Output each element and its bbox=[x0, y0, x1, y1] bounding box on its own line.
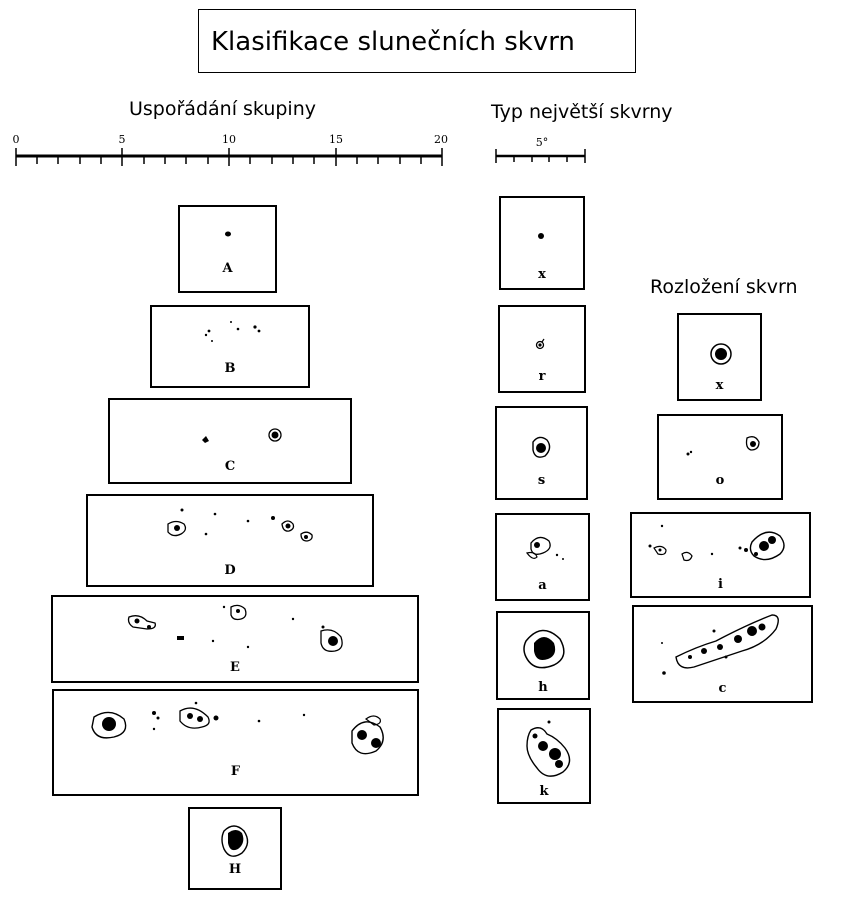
spot-type-r: r bbox=[498, 305, 586, 393]
group-class-label: C bbox=[224, 459, 236, 474]
spot-type-label: s bbox=[537, 473, 546, 488]
spot-type-a: a bbox=[495, 513, 590, 601]
distribution-label: x bbox=[715, 378, 724, 393]
distribution-i: i bbox=[630, 512, 811, 598]
group-class-a: A bbox=[178, 205, 277, 293]
spot-scale-label: 5° bbox=[535, 136, 549, 149]
distribution-c-spots bbox=[661, 614, 779, 675]
group-class-label: D bbox=[224, 563, 236, 578]
distribution-label: c bbox=[718, 681, 727, 696]
spot-k-shape bbox=[526, 720, 571, 777]
heading-group-arrangement: Uspořádání skupiny bbox=[129, 98, 316, 120]
group-class-label: B bbox=[224, 361, 236, 376]
scale-tick-20: 20 bbox=[434, 133, 448, 146]
spot-type-label: k bbox=[539, 784, 549, 799]
group-class-label: E bbox=[230, 660, 240, 675]
title-box: Klasifikace slunečních skvrn bbox=[198, 9, 636, 73]
scale-tick-0: 0 bbox=[12, 133, 20, 146]
spot-h-shape bbox=[523, 629, 565, 669]
group-class-b: B bbox=[150, 305, 310, 388]
group-d-spots bbox=[167, 508, 313, 542]
group-scale-ruler bbox=[15, 148, 443, 166]
scale-tick-15: 15 bbox=[329, 133, 343, 146]
scale-tick-5: 5 bbox=[118, 133, 126, 146]
scale-tick-10: 10 bbox=[222, 133, 236, 146]
page-title: Klasifikace slunečních skvrn bbox=[211, 27, 575, 57]
distribution-x-spots bbox=[710, 343, 732, 365]
spot-s-shape bbox=[532, 436, 551, 458]
group-class-f: F bbox=[52, 689, 419, 796]
group-class-h: H bbox=[188, 807, 282, 890]
group-class-label: H bbox=[228, 862, 242, 877]
group-h-spots bbox=[221, 825, 249, 857]
heading-spot-distribution: Rozložení skvrn bbox=[650, 276, 798, 298]
distribution-x: x bbox=[677, 313, 762, 401]
spot-type-h: h bbox=[496, 611, 590, 700]
distribution-o-spots bbox=[686, 436, 760, 456]
group-class-label: F bbox=[230, 764, 241, 779]
group-e-spots bbox=[127, 604, 343, 652]
group-a-spots bbox=[225, 231, 231, 237]
group-class-d: D bbox=[86, 494, 374, 587]
distribution-o: o bbox=[657, 414, 783, 500]
spot-r-shape bbox=[535, 338, 545, 350]
spot-a-shape bbox=[525, 536, 564, 560]
group-b-spots bbox=[204, 321, 261, 342]
group-c-spots bbox=[202, 428, 282, 443]
spot-type-label: a bbox=[538, 578, 547, 593]
spot-type-label: r bbox=[538, 369, 546, 384]
spot-type-label: h bbox=[538, 680, 548, 695]
spot-type-label: x bbox=[538, 267, 546, 282]
spot-scale-ruler bbox=[495, 149, 586, 163]
spot-type-s: s bbox=[495, 406, 588, 500]
spot-type-k: k bbox=[497, 708, 591, 804]
heading-largest-spot-type: Typ největší skvrny bbox=[491, 101, 673, 123]
distribution-i-spots bbox=[648, 524, 785, 562]
distribution-c: c bbox=[632, 605, 813, 703]
distribution-label: o bbox=[715, 473, 725, 488]
spot-x-shape bbox=[538, 233, 544, 239]
group-class-c: C bbox=[108, 398, 352, 484]
group-class-label: A bbox=[222, 261, 233, 276]
group-f-spots bbox=[91, 701, 384, 755]
spot-type-x: x bbox=[499, 196, 585, 290]
distribution-label: i bbox=[718, 577, 723, 592]
group-class-e: E bbox=[51, 595, 419, 683]
